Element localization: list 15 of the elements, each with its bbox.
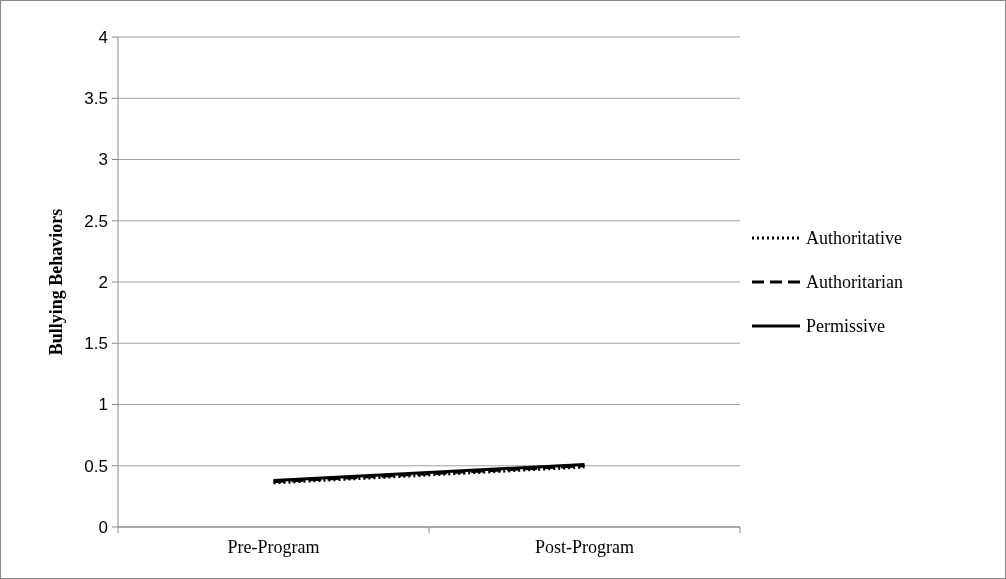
x-tick-label: Pre-Program [227,537,320,557]
y-tick-label: 2.5 [84,211,108,231]
y-tick-label: 2 [98,272,108,292]
y-tick-label: 4 [98,27,108,47]
legend-label: Permissive [806,316,886,337]
x-tick-label: Post-Program [535,537,634,557]
y-tick-label: 3.5 [84,89,108,109]
legend-label: Authoritarian [806,272,903,293]
y-tick-label: 0.5 [84,456,108,476]
legend-label: Authoritative [806,228,902,249]
y-axis-title: Bullying Behaviors [46,208,66,356]
y-tick-label: 1 [98,395,108,415]
y-tick-label: 0 [98,517,108,537]
y-tick-label: 1.5 [84,334,108,354]
y-tick-label: 3 [98,150,108,170]
